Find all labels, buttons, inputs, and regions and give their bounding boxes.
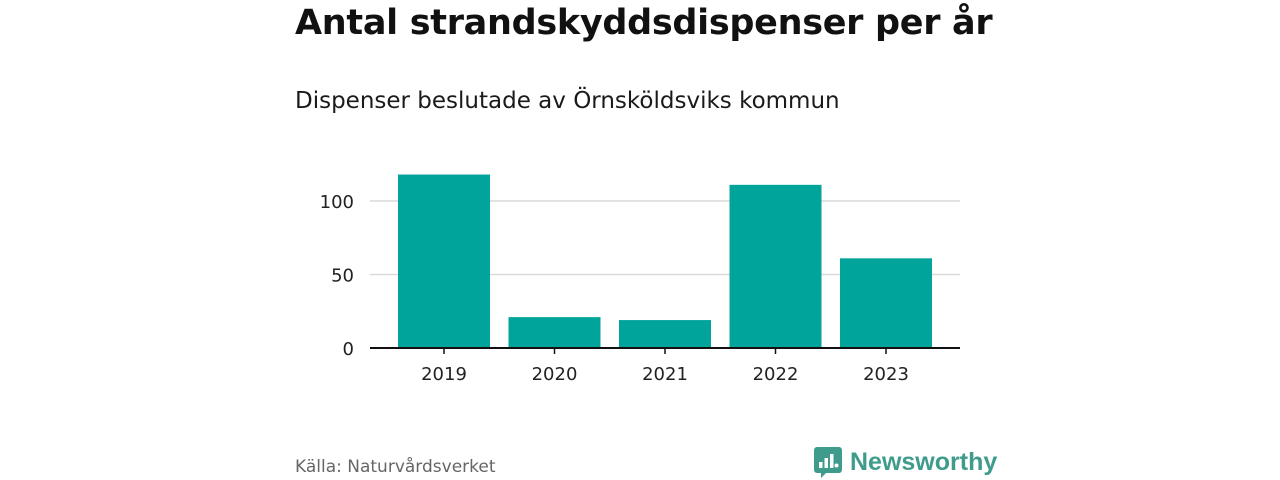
- chart-title: Antal strandskyddsdispenser per år: [295, 3, 993, 43]
- bar-2019: [398, 174, 490, 348]
- source-note: Källa: Naturvårdsverket: [295, 457, 496, 477]
- brand-logo: Newsworthy: [814, 445, 997, 479]
- y-tick-label: 100: [320, 192, 354, 213]
- bar-chart: 0 50 100 2019 2020 2021 2022 2023: [320, 174, 960, 385]
- bar-2021: [619, 320, 711, 348]
- x-tick-label: 2021: [642, 364, 688, 385]
- y-tick-label: 50: [331, 266, 354, 287]
- newsworthy-logo-icon: [814, 447, 842, 478]
- x-tick-label: 2022: [753, 364, 799, 385]
- bar-2020: [508, 317, 601, 348]
- x-tick-label: 2020: [532, 364, 578, 385]
- x-tick-label: 2019: [421, 364, 467, 385]
- brand-name: Newsworthy: [850, 447, 998, 476]
- chart-subtitle: Dispenser beslutade av Örnsköldsviks kom…: [295, 88, 840, 114]
- bar-2023: [840, 258, 932, 348]
- y-tick-label: 0: [343, 339, 354, 360]
- x-tick-label: 2023: [863, 364, 909, 385]
- bar-2022: [729, 184, 822, 348]
